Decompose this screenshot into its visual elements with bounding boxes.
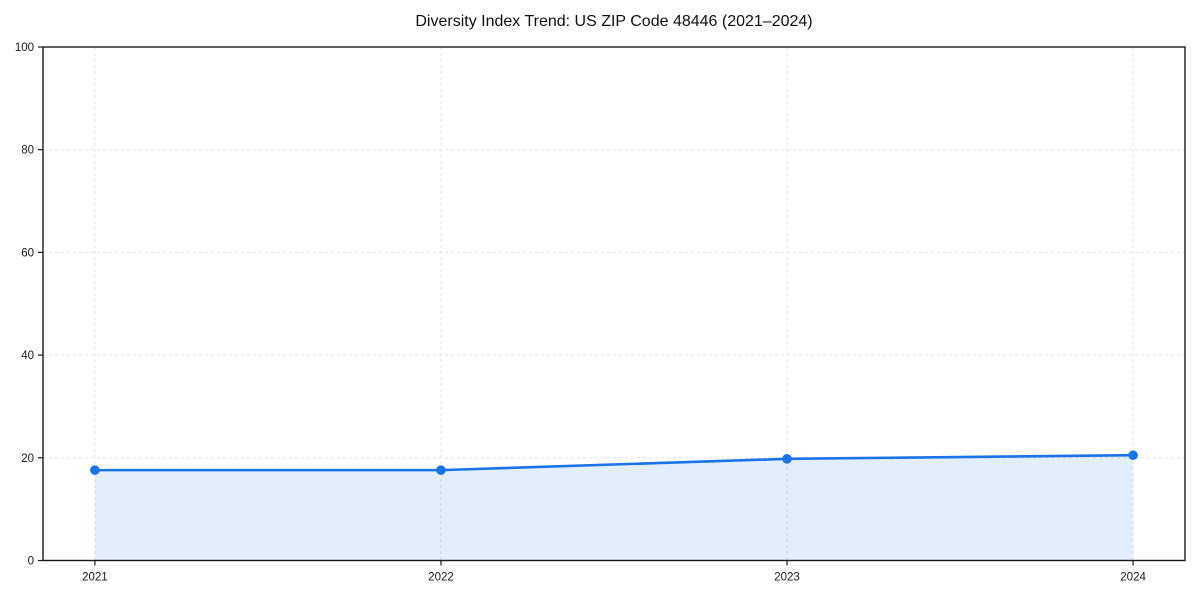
trend-line	[93, 453, 1135, 472]
y-tick-label: 40	[21, 350, 34, 362]
data-point-2023	[782, 454, 792, 464]
chart-title: Diversity Index Trend: US ZIP Code 48446…	[415, 13, 813, 30]
x-tick-label: 2021	[82, 572, 108, 584]
data-point-2022	[436, 465, 446, 475]
y-tick-label: 60	[21, 247, 34, 259]
x-tick-label: 2023	[774, 572, 800, 584]
x-tick-label: 2024	[1120, 572, 1146, 584]
data-point-2021	[90, 465, 100, 475]
x-tick-label: 2022	[428, 572, 454, 584]
y-tick-label: 20	[21, 453, 34, 465]
y-tick-label: 80	[21, 145, 34, 157]
y-tick-label: 0	[28, 556, 34, 568]
data-point-2024	[1128, 450, 1138, 461]
plot-border	[42, 46, 1186, 562]
area-fill	[94, 455, 1134, 561]
y-tick-label: 100	[15, 42, 34, 54]
